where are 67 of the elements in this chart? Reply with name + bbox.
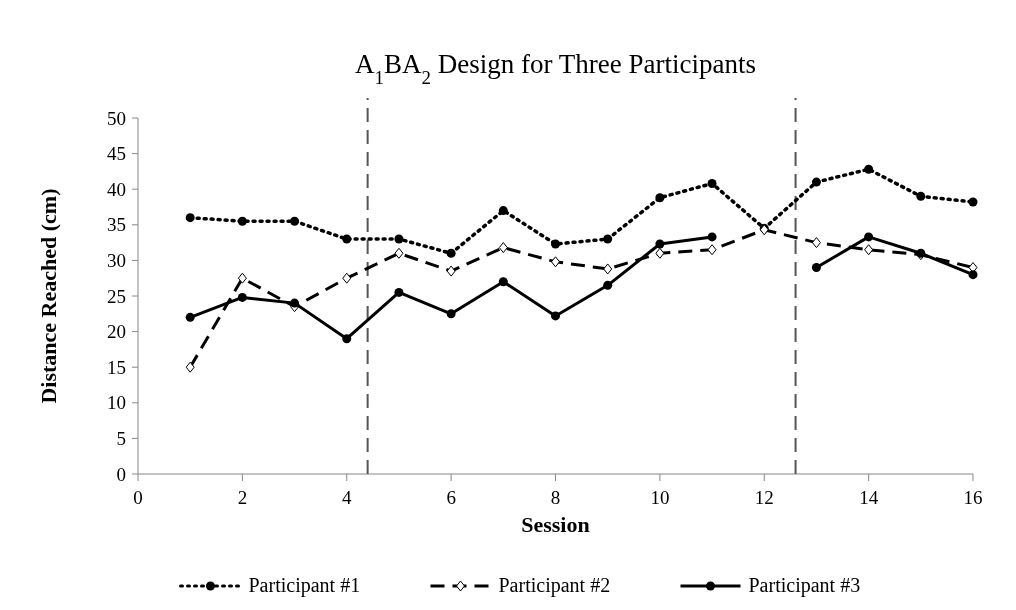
point [342,234,352,244]
x-tick-label: 8 [550,487,561,508]
point [446,309,456,319]
y-tick-label: 50 [107,107,126,129]
point [185,312,195,322]
point [655,239,665,249]
x-tick-label: 0 [133,487,143,508]
chart-title: A$_{1}$BA$_{2}$ Design for Three Participants [355,49,756,88]
point [342,272,352,284]
y-tick-label: 0 [116,463,126,485]
legend-label: Participant #3 [748,574,861,597]
point [551,256,560,268]
x-tick-label: 10 [650,487,670,508]
x-tick-label: 12 [754,487,774,508]
point [864,232,874,242]
point [498,206,508,216]
point [707,232,717,242]
y-tick-label: 40 [107,178,126,200]
point [968,270,978,280]
point [551,311,560,321]
point [655,247,665,259]
x-tick-label: 2 [237,487,248,508]
legend-label: Participant #2 [498,574,611,597]
point [290,216,300,226]
y-tick-label: 30 [107,250,126,272]
y-axis-title: Distance Reached (cm) [36,188,61,404]
x-axis-title: Session [521,512,590,537]
point [394,287,404,297]
point [498,242,508,254]
point [603,263,613,275]
point [394,247,404,259]
point [394,234,404,244]
point [342,334,352,344]
x-tick-label: 6 [446,487,456,508]
point [968,197,978,207]
y-tick-label: 35 [107,214,126,236]
point [446,248,456,258]
point [603,234,613,244]
point [864,244,874,256]
y-tick-label: 45 [107,143,126,165]
y-tick-label: 25 [107,285,126,307]
x-tick-label: 16 [963,487,983,508]
point [603,280,613,290]
point [237,216,247,226]
point [498,277,508,287]
point [655,193,665,203]
point [290,298,300,308]
point [811,237,821,249]
point [237,272,247,284]
x-tick-label: 14 [859,487,879,508]
point [446,265,456,277]
point [811,263,821,273]
y-tick-label: 15 [107,356,126,378]
point [185,361,195,373]
point [237,292,247,302]
y-tick-label: 5 [116,428,126,450]
point [551,239,560,249]
legend-label: Participant #1 [248,574,361,597]
point [185,213,195,223]
point [811,177,821,187]
point [916,191,926,201]
x-tick-label: 4 [342,487,352,508]
point [707,244,717,256]
y-tick-label: 10 [107,392,126,414]
point [864,164,874,174]
point [707,179,717,188]
y-tick-label: 20 [107,321,126,343]
